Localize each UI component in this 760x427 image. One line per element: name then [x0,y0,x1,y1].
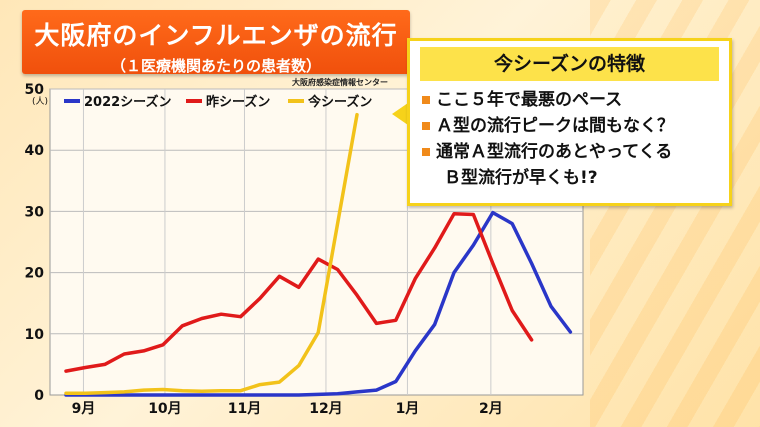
feature-callout: 今シーズンの特徴 ここ５年で最悪のペース Ａ型の流行ピークは間もなく？ 通常Ａ型… [407,38,732,206]
y-tick-label: 20 [25,266,45,282]
x-tick-label: 10月 [148,401,181,417]
x-tick-label: 2月 [479,401,503,417]
feature-list: ここ５年で最悪のペース Ａ型の流行ピークは間もなく？ 通常Ａ型流行のあとやってく… [422,87,729,191]
legend: 2022シーズン 昨シーズン 今シーズン [64,94,372,110]
bullet-icon [422,96,430,104]
legend-label: 昨シーズン [206,94,270,110]
title-banner: 大阪府のインフルエンザの流行 （１医療機関あたりの患者数） [22,10,410,75]
feature-item: ここ５年で最悪のペース [422,87,729,113]
x-axis: 9月 10月 11月 12月 1月 2月 [72,401,503,417]
feature-item: 通常Ａ型流行のあとやってくる Ｂ型流行が早くも!? [422,139,729,191]
y-tick-label: 40 [25,143,45,159]
y-axis-label: (人) [32,96,48,107]
feature-item-text: 通常Ａ型流行のあとやってくる [436,142,673,162]
x-tick-label: 11月 [228,401,261,417]
series-line [64,210,573,397]
x-tick-label: 1月 [396,401,420,417]
x-tick-label: 12月 [309,401,342,417]
series-lines [64,112,573,397]
y-tick-label: 0 [34,388,44,404]
series-line [64,112,359,395]
series-line [64,212,534,373]
bullet-icon [422,122,430,130]
chart-title: 大阪府のインフルエンザの流行 [34,21,398,50]
chart-subtitle: （１医療機関あたりの患者数） [110,57,321,75]
y-tick-label: 10 [25,327,45,343]
feature-item-text: ここ５年で最悪のペース [436,90,623,110]
feature-item: Ａ型の流行ピークは間もなく？ [422,113,729,139]
data-source: 大阪府感染症情報センター [292,78,388,87]
y-tick-label: 30 [25,204,45,220]
callout-pointer [392,103,408,125]
y-tick-label: 50 [25,82,45,98]
feature-item-text-line2: Ｂ型流行が早くも!? [444,168,598,188]
feature-item-text: Ａ型の流行ピークは間もなく？ [436,116,674,136]
legend-label: 2022シーズン [84,94,172,110]
x-tick-label: 9月 [72,401,96,417]
legend-label: 今シーズン [307,94,372,110]
y-axis: 0 10 20 30 40 50(人) [25,82,49,404]
bullet-icon [422,148,430,156]
feature-heading: 今シーズンの特徴 [420,47,719,81]
